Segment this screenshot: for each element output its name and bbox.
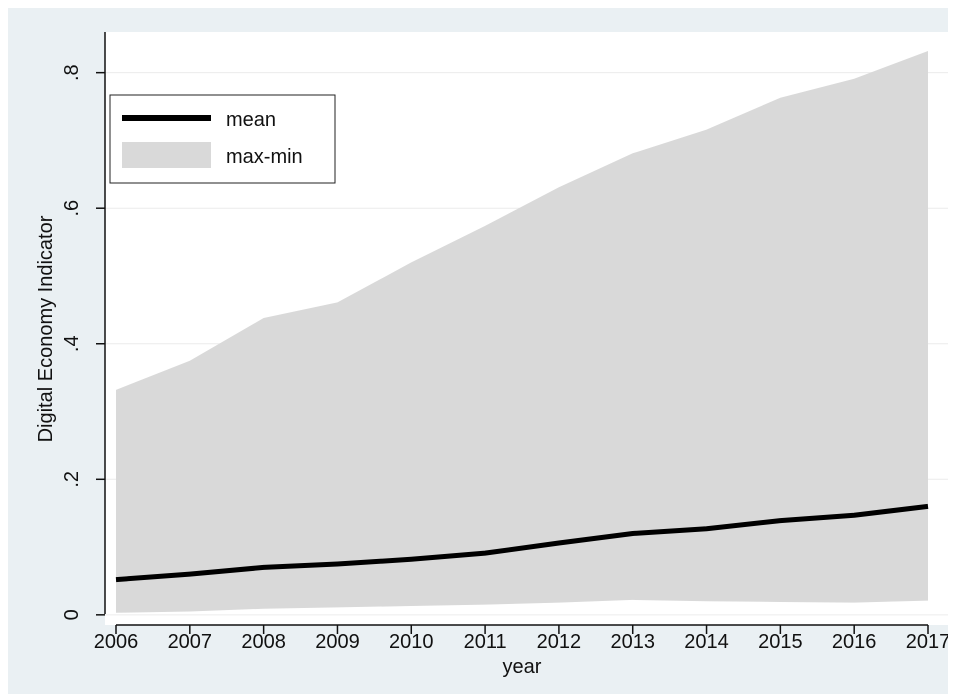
x-tick-label: 2015 <box>758 631 803 653</box>
x-tick-label: 2006 <box>94 631 139 653</box>
x-tick-label: 2010 <box>389 631 434 653</box>
y-tick-label: .8 <box>61 64 83 81</box>
chart-figure: 0.2.4.6.8 2006 2007 2008 2009 2010 2011 2012 20… <box>8 8 948 694</box>
legend: mean max-min <box>109 94 336 184</box>
mean-series-line <box>115 503 929 583</box>
legend-maxmin-swatch <box>122 142 211 168</box>
y-axis-title: Digital Economy Indicator <box>35 215 57 442</box>
x-axis-title: year <box>503 656 542 678</box>
legend-maxmin-label: max-min <box>226 146 303 168</box>
y-tick-label: .4 <box>61 335 83 352</box>
x-tick-label: 2016 <box>832 631 877 653</box>
mean-line <box>115 503 929 583</box>
max-min-band <box>116 50 928 613</box>
x-ticks: 2006 2007 2008 2009 2010 2011 2012 2013 2014 2015… <box>94 625 948 653</box>
y-tick-label: .2 <box>61 471 83 488</box>
chart-svg: 0.2.4.6.8 2006 2007 2008 2009 2010 2011 2012 20… <box>35 32 948 678</box>
x-tick-label: 2014 <box>684 631 729 653</box>
x-tick-label: 2012 <box>537 631 582 653</box>
legend-mean-label: mean <box>226 109 276 131</box>
x-tick-label: 2009 <box>315 631 360 653</box>
x-tick-label: 2011 <box>464 631 507 653</box>
x-tick-label: 2008 <box>241 631 286 653</box>
x-tick-label: 2013 <box>610 631 655 653</box>
y-tick-label: .6 <box>61 200 83 217</box>
axes <box>104 32 928 626</box>
x-tick-label: 2007 <box>168 631 213 653</box>
y-ticks: 0 .2 .4 .6 .8 <box>61 64 105 620</box>
x-tick-label: 2017 <box>906 631 948 653</box>
max-min-area <box>116 50 928 613</box>
legend-box <box>109 94 336 184</box>
y-tick-label: 0 <box>61 609 83 620</box>
